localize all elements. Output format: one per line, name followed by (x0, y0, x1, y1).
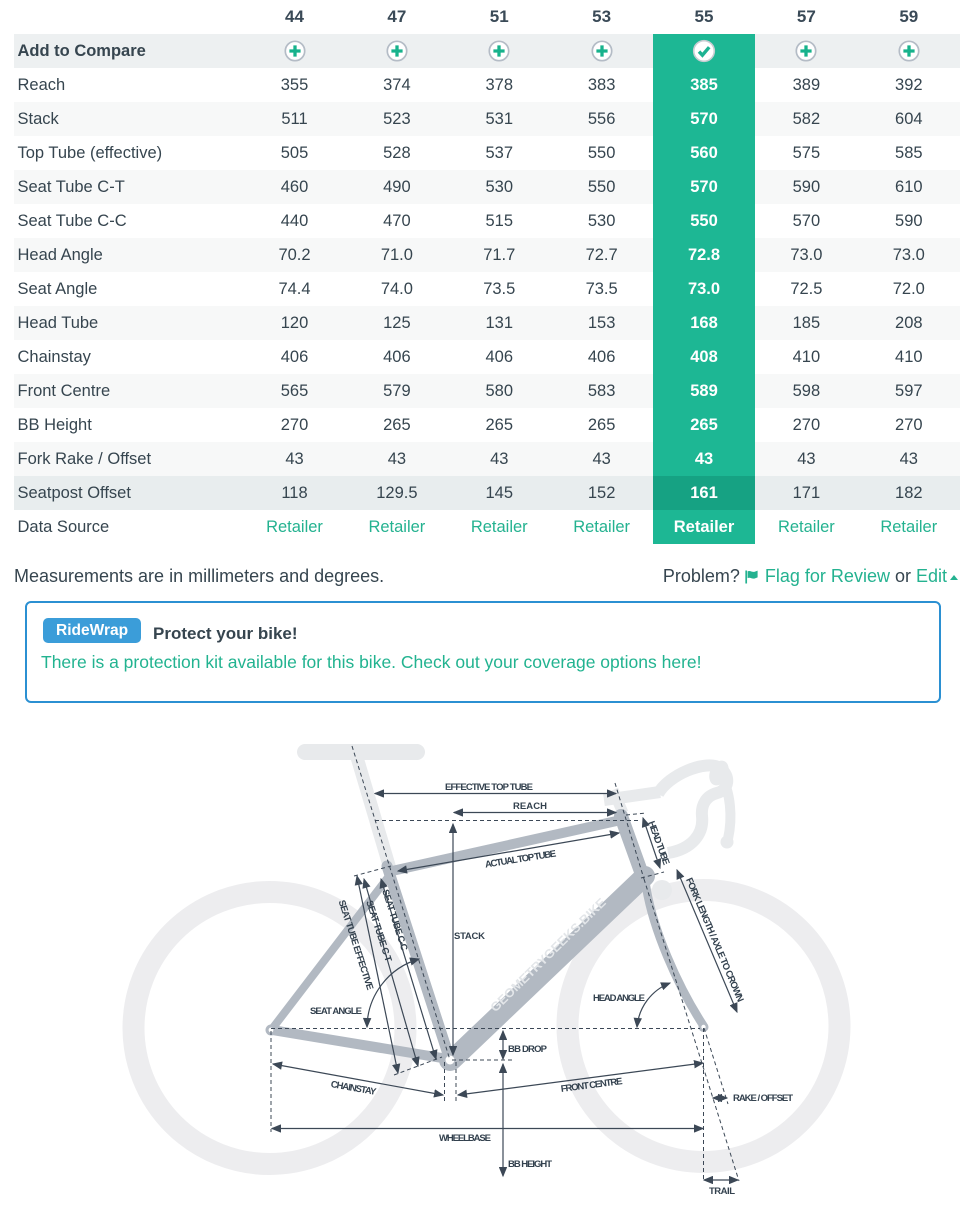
svg-text:SEAT ANGLE: SEAT ANGLE (310, 1006, 362, 1017)
svg-text:TRAIL: TRAIL (709, 1186, 735, 1197)
svg-text:STACK: STACK (454, 931, 485, 942)
svg-text:BB DROP: BB DROP (508, 1044, 548, 1055)
svg-text:EFFECTIVE TOP TUBE: EFFECTIVE TOP TUBE (445, 782, 533, 793)
svg-text:BB HEIGHT: BB HEIGHT (508, 1159, 552, 1170)
svg-text:RAKE / OFFSET: RAKE / OFFSET (733, 1093, 793, 1104)
svg-text:HEAD TUBE: HEAD TUBE (645, 820, 671, 867)
svg-text:HEAD ANGLE: HEAD ANGLE (593, 993, 645, 1004)
svg-text:WHEELBASE: WHEELBASE (439, 1133, 491, 1144)
svg-text:REACH: REACH (513, 801, 547, 812)
